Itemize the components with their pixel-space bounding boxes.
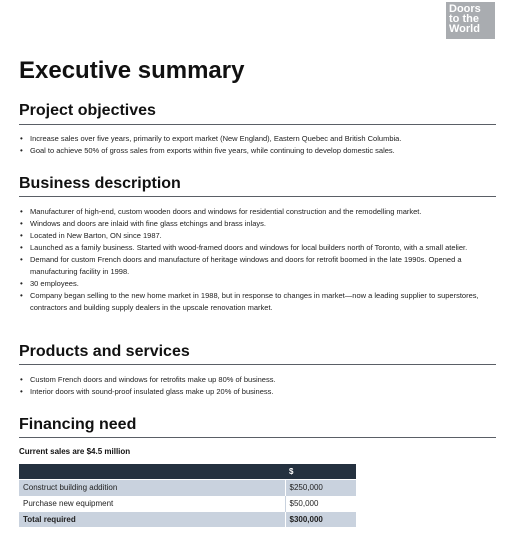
objectives-list: Increase sales over five years, primaril… xyxy=(19,133,495,157)
logo-line-3: World xyxy=(449,23,480,35)
table-header-label xyxy=(19,464,285,480)
row-amount: $250,000 xyxy=(284,479,356,496)
section-heading-objectives: Project objectives xyxy=(19,102,156,119)
page-title: Executive summary xyxy=(19,57,245,84)
logo-line-2: to the xyxy=(449,13,479,25)
row-label: Construct building addition xyxy=(19,479,285,496)
list-item: Goal to achieve 50% of gross sales from … xyxy=(19,145,495,157)
list-item: 30 employees. xyxy=(19,278,495,290)
row-amount: $300,000 xyxy=(284,511,356,527)
section-divider xyxy=(19,124,496,125)
company-logo: Doors to the World xyxy=(446,2,495,39)
list-item: Demand for custom French doors and manuf… xyxy=(19,254,495,278)
list-item: Located in New Barton, ON since 1987. xyxy=(19,230,495,242)
section-divider xyxy=(19,196,496,197)
list-item: Interior doors with sound-proof insulate… xyxy=(19,386,495,398)
list-item: Launched as a family business. Started w… xyxy=(19,242,495,254)
list-item: Manufacturer of high-end, custom wooden … xyxy=(19,206,495,218)
section-heading-products: Products and services xyxy=(19,343,190,360)
products-list: Custom French doors and windows for retr… xyxy=(19,374,495,398)
row-amount: $50,000 xyxy=(284,495,356,512)
logo-line-1: Doors xyxy=(449,3,481,15)
row-label: Purchase new equipment xyxy=(19,495,285,512)
table-row: Construct building addition $250,000 xyxy=(19,479,356,496)
section-divider xyxy=(19,364,496,365)
list-item: Increase sales over five years, primaril… xyxy=(19,133,495,145)
table-header-row: $ xyxy=(19,464,356,480)
current-sales-note: Current sales are $4.5 million xyxy=(19,447,131,456)
table-total-row: Total required $300,000 xyxy=(19,511,356,527)
list-item: Company began selling to the new home ma… xyxy=(19,290,495,314)
list-item: Custom French doors and windows for retr… xyxy=(19,374,495,386)
business-list: Manufacturer of high-end, custom wooden … xyxy=(19,206,495,314)
section-divider xyxy=(19,437,496,438)
table-header-amount: $ xyxy=(285,464,356,480)
row-label: Total required xyxy=(19,511,285,527)
financing-table: $ Construct building addition $250,000 P… xyxy=(19,464,356,527)
section-heading-financing: Financing need xyxy=(19,416,137,433)
section-heading-business: Business description xyxy=(19,175,181,192)
table-row: Purchase new equipment $50,000 xyxy=(19,495,356,512)
list-item: Windows and doors are inlaid with fine g… xyxy=(19,218,495,230)
